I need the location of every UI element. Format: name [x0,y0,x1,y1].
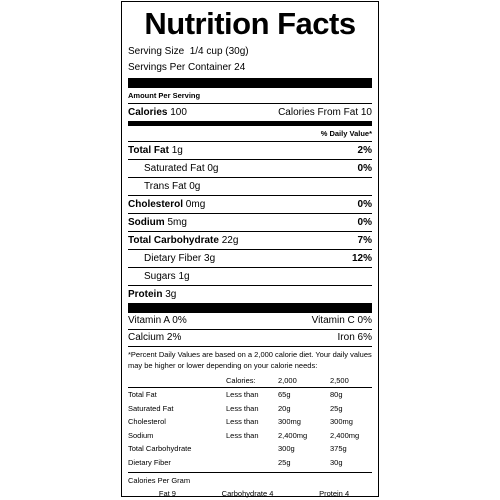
calories-fat-value: 10 [360,107,372,118]
calories-per-gram-values: Fat 9 Carbohydrate 4 Protein 4 [158,489,350,498]
servings-per-container: Servings Per Container 24 [128,62,246,73]
nutrient-row-sugars: Sugars 1g [128,267,372,285]
table-row: Total Fat Less than 65g 80g [128,390,343,400]
nutrient-row-cholesterol: Cholesterol 0mg 0% [128,195,372,213]
vitamin-row-calcium-iron: Calcium 2% Iron 6% [128,329,372,346]
thick-divider [128,78,372,88]
table-row: Saturated Fat Less than 20g 25g [128,403,343,413]
table-row: Cholesterol Less than 300mg 300mg [128,417,353,427]
nutrient-row-total-fat: Total Fat 1g 2% [128,141,372,159]
nutrient-row-saturated-fat: Saturated Fat 0g 0% [128,159,372,177]
amount-per-serving: Amount Per Serving [128,91,201,100]
nutrient-row-trans-fat: Trans Fat 0g [128,177,372,195]
calories-row: Calories 100 Calories From Fat 10 [128,103,372,121]
servings-value: 24 [234,62,246,73]
calories-value: 100 [170,107,187,118]
footnote-text: *Percent Daily Values are based on a 2,0… [128,346,372,371]
table-row: Total Carbohydrate 300g 375g [128,444,347,454]
nutrient-row-protein: Protein 3g [128,285,372,303]
vitamin-row-a-c: Vitamin A 0% Vitamin C 0% [128,315,372,326]
serving-size: Serving Size 1/4 cup (30g) [128,46,249,57]
calories-per-gram: Calories Per Gram Fat 9 Carbohydrate 4 P… [128,472,372,499]
thick-divider-vitamins [128,303,372,313]
table-row: Dietary Fiber 25g 30g [128,457,343,467]
nutrient-row-total-carbohydrate: Total Carbohydrate 22g 7% [128,231,372,249]
calories-per-gram-label: Calories Per Gram [128,476,191,485]
footnote-table: Calories: 2,000 2,500 Total Fat Less than… [128,373,372,469]
nutrient-row-sodium: Sodium 5mg 0% [128,213,372,231]
nutrient-row-dietary-fiber: Dietary Fiber 3g 12% [128,249,372,267]
nutrition-facts-label: Nutrition Facts Serving Size 1/4 cup (30… [121,1,379,499]
footnote-table-header: Calories: 2,000 2,500 [128,373,372,388]
table-row: Sodium Less than 2,400mg 2,400mg [128,430,360,440]
medium-divider [128,121,372,126]
label-title: Nutrition Facts [144,6,356,41]
daily-value-header: % Daily Value* [320,129,372,138]
serving-size-value: 1/4 cup (30g) [189,46,249,57]
